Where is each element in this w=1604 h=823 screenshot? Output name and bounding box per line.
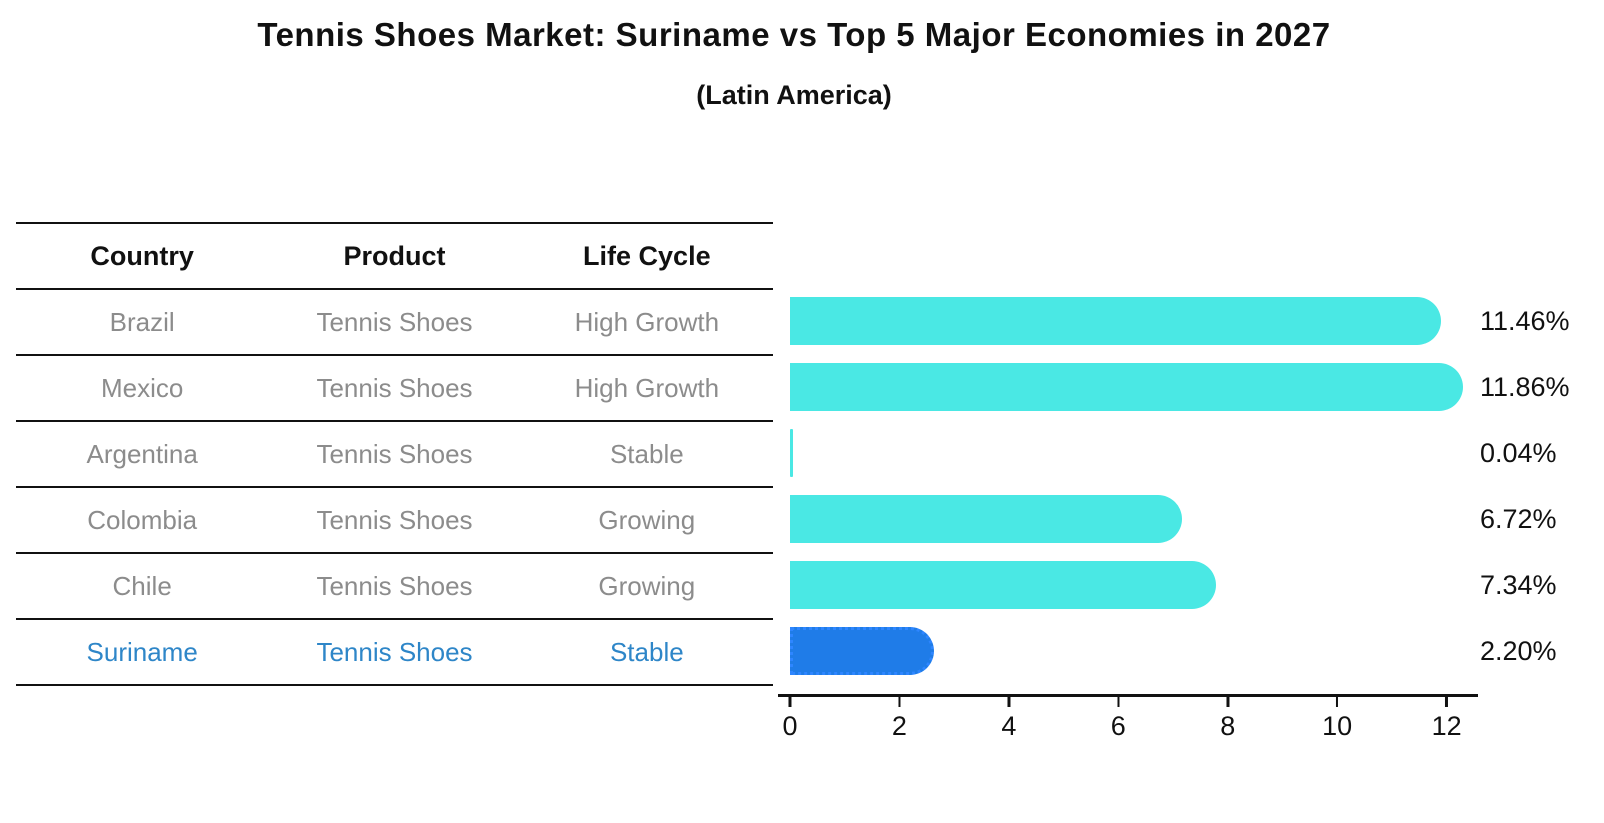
bar-row — [790, 618, 1474, 684]
value-label-chile: 7.34% — [1480, 570, 1557, 600]
table-row-suriname: Suriname Tennis Shoes Stable — [16, 620, 773, 686]
x-axis-tick: 8 — [1220, 697, 1235, 742]
bar-colombia — [790, 495, 1182, 543]
bar-row — [790, 420, 1474, 486]
tick-label: 2 — [891, 711, 907, 741]
tick-mark — [788, 697, 792, 707]
tick-label: 0 — [782, 711, 798, 741]
cell-product: Tennis Shoes — [316, 504, 473, 535]
x-axis-tick: 10 — [1322, 697, 1352, 742]
cell-product: Tennis Shoes — [316, 636, 473, 667]
tick-label: 8 — [1220, 711, 1236, 741]
bar-argentina — [790, 429, 793, 477]
value-label-suriname: 2.20% — [1480, 636, 1557, 666]
cell-life-cycle: High Growth — [574, 372, 720, 403]
bar-plot-area — [790, 288, 1474, 684]
column-header-product: Product — [343, 240, 446, 271]
value-label-argentina: 0.04% — [1480, 438, 1557, 468]
cell-product: Tennis Shoes — [316, 306, 473, 337]
tick-mark — [1335, 697, 1339, 707]
value-label-colombia: 6.72% — [1480, 504, 1557, 534]
tick-label: 10 — [1322, 711, 1353, 741]
cell-life-cycle: Stable — [609, 438, 684, 469]
cell-country: Colombia — [87, 504, 198, 535]
tick-mark — [1117, 697, 1120, 707]
tick-mark — [1007, 697, 1011, 707]
bar-chile — [790, 561, 1216, 609]
x-axis-tick: 2 — [892, 697, 907, 742]
cell-life-cycle: Stable — [609, 636, 684, 667]
table-row-mexico: Mexico Tennis Shoes High Growth — [16, 356, 773, 422]
bar-suriname — [790, 627, 935, 675]
value-label-mexico: 11.86% — [1480, 372, 1570, 402]
chart-subtitle: (Latin America) — [696, 80, 892, 110]
bar-mexico — [790, 363, 1463, 411]
x-axis: 0 2 4 6 8 10 12 — [778, 694, 1478, 757]
table-header-row: Country Product Life Cycle — [16, 222, 773, 290]
x-axis-tick: 12 — [1432, 697, 1462, 742]
bar-row — [790, 288, 1474, 354]
x-axis-tick: 0 — [782, 697, 798, 742]
tick-mark — [898, 697, 901, 707]
table-row-brazil: Brazil Tennis Shoes High Growth — [16, 290, 773, 356]
cell-life-cycle: Growing — [598, 504, 696, 535]
cell-country: Chile — [112, 570, 172, 601]
table-row-chile: Chile Tennis Shoes Growing — [16, 554, 773, 620]
tick-label: 4 — [1001, 711, 1017, 741]
table-row-argentina: Argentina Tennis Shoes Stable — [16, 422, 773, 488]
chart-title: Tennis Shoes Market: Suriname vs Top 5 M… — [257, 16, 1331, 53]
column-header-life-cycle: Life Cycle — [583, 240, 711, 271]
bar-row — [790, 552, 1474, 618]
cell-country: Mexico — [100, 372, 184, 403]
value-labels: 11.46% 11.86% 0.04% 6.72% 7.34% 2.20% — [1480, 288, 1602, 684]
cell-product: Tennis Shoes — [316, 372, 473, 403]
tick-label: 6 — [1110, 711, 1126, 741]
cell-country: Argentina — [86, 438, 198, 469]
cell-product: Tennis Shoes — [316, 570, 473, 601]
tick-mark — [1445, 697, 1448, 707]
x-axis-tick: 6 — [1111, 697, 1126, 742]
cell-product: Tennis Shoes — [316, 438, 473, 469]
cell-country: Suriname — [86, 636, 198, 667]
bar-row — [790, 354, 1474, 420]
x-axis-tick: 4 — [1001, 697, 1016, 742]
table-row-colombia: Colombia Tennis Shoes Growing — [16, 488, 773, 554]
country-table: Country Product Life Cycle Brazil Tennis… — [16, 222, 773, 686]
tick-label: 12 — [1431, 711, 1462, 741]
bar-row — [790, 486, 1474, 552]
tick-mark — [1226, 697, 1229, 707]
column-header-country: Country — [90, 240, 194, 271]
bar-brazil — [790, 297, 1442, 345]
cell-life-cycle: High Growth — [574, 306, 720, 337]
cell-country: Brazil — [109, 306, 175, 337]
value-label-brazil: 11.46% — [1480, 306, 1570, 336]
cell-life-cycle: Growing — [598, 570, 696, 601]
